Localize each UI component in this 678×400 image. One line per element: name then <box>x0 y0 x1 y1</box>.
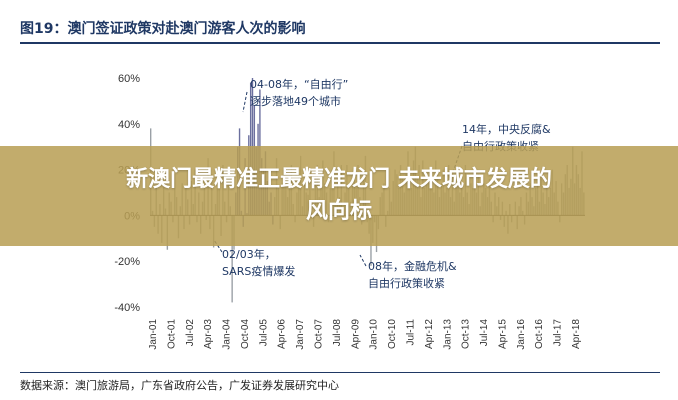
figure-title: 图19：澳门签证政策对赴澳门游客人次的影响 <box>20 21 306 37</box>
x-axis: Jan-01 Oct-01 Jul-02 Apr-03 Jan-04 Oct-04 Jul-… <box>148 319 582 350</box>
x-tick-label: Jan-01 <box>148 319 159 350</box>
annotation-text: 08年，金融危机& <box>368 259 457 273</box>
x-tick-label: Jul-17 <box>553 319 564 347</box>
source-rule <box>20 372 660 373</box>
annotation-text: SARS疫情爆发 <box>222 264 295 278</box>
x-tick-label: Oct-01 <box>166 319 177 349</box>
y-tick-label: -20% <box>114 256 140 268</box>
x-tick-label: Jul-14 <box>479 319 490 347</box>
x-tick-label: Jan-16 <box>516 319 527 350</box>
annotations: 04-08年，“自由行” 逐步落地49个城市 14年，中央反腐&自由行政策收紧 02/… <box>213 77 551 290</box>
x-tick-label: Jan-10 <box>369 319 380 350</box>
banner-headline: 新澳门最精准正最精准龙门 未来城市发展的 风向标 <box>0 164 678 228</box>
x-tick-label: Apr-06 <box>277 319 288 349</box>
annotation-text: 14年，中央反腐& <box>462 122 551 136</box>
x-tick-label: Oct-13 <box>461 319 472 349</box>
y-tick-label: 60% <box>118 73 140 85</box>
x-tick-label: Apr-09 <box>350 319 361 349</box>
x-tick-label: Apr-03 <box>203 319 214 349</box>
x-tick-label: Jan-07 <box>295 319 306 350</box>
x-tick-label: Jan-04 <box>222 319 233 350</box>
annotation-leader <box>242 91 248 113</box>
x-tick-label: Apr-12 <box>424 319 435 349</box>
x-tick-label: Oct-10 <box>387 319 398 349</box>
banner-line-2: 风向标 <box>305 199 372 224</box>
x-tick-label: Apr-18 <box>571 319 582 349</box>
banner-line-1: 新澳门最精准正最精准龙门 未来城市发展的 <box>126 167 552 192</box>
title-rule <box>20 42 660 44</box>
bar <box>231 215 233 303</box>
x-tick-label: Jul-11 <box>406 319 417 346</box>
x-tick-label: Jul-08 <box>332 319 343 347</box>
x-tick-label: Jul-02 <box>185 319 196 347</box>
source-note: 数据来源：澳门旅游局，广东省政府公告，广发证券发展研究中心 <box>20 379 339 392</box>
x-tick-label: Oct-07 <box>314 319 325 349</box>
annotation-text: 逐步落地49个城市 <box>250 94 341 108</box>
x-tick-label: Oct-04 <box>240 319 251 349</box>
annotation-text: 自由行政策收紧 <box>368 276 445 290</box>
annotation-leader <box>359 254 367 267</box>
overlay-banner: 新澳门最精准正最精准龙门 未来城市发展的 风向标 <box>0 146 678 246</box>
x-tick-label: Apr-15 <box>497 319 508 349</box>
annotation-text: 04-08年，“自由行” <box>250 77 348 91</box>
annotation-text: 02/03年， <box>222 247 276 261</box>
x-tick-label: Jan-13 <box>442 319 453 350</box>
y-tick-label: -40% <box>114 302 140 314</box>
x-tick-label: Oct-16 <box>534 319 545 349</box>
y-tick-label: 40% <box>118 119 140 131</box>
x-tick-label: Jul-05 <box>258 319 269 347</box>
